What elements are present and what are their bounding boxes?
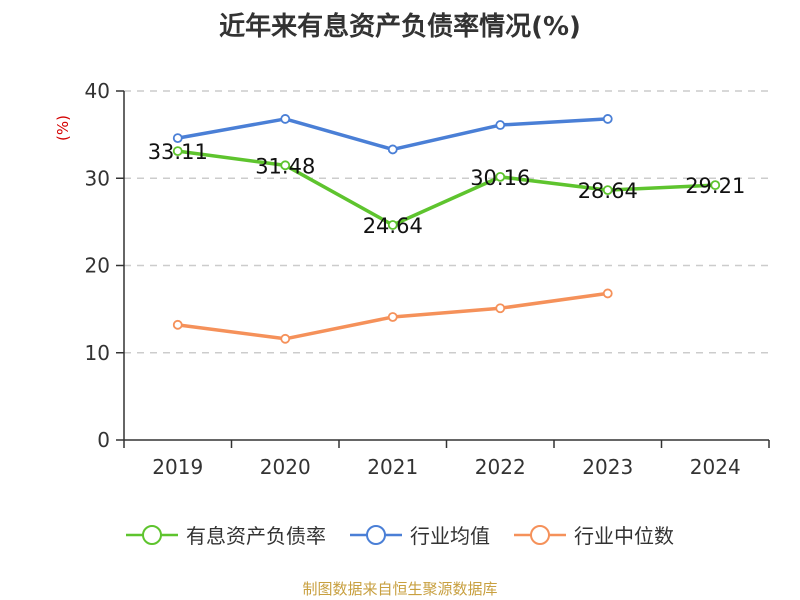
data-labels: 33.11 31.48 24.64 30.16 28.64 29.21	[148, 140, 746, 238]
data-point	[495, 171, 506, 182]
series-line-有息资产负债率	[177, 149, 716, 227]
grid-lines	[124, 90, 769, 354]
data-point	[602, 114, 613, 124]
data-point	[495, 120, 506, 130]
legend-item[interactable]: 有息资产负债率	[126, 520, 326, 549]
data-label: 24.64	[363, 214, 423, 238]
data-point	[172, 133, 183, 144]
y-tick-label-20: 20	[85, 254, 110, 278]
data-point	[495, 303, 506, 314]
data-label: 28.64	[578, 179, 638, 203]
legend-item[interactable]: 行业中位数	[514, 520, 674, 549]
data-point	[280, 114, 291, 124]
data-point	[387, 144, 398, 155]
data-point	[172, 319, 183, 330]
legend-swatch-marker	[142, 524, 162, 545]
x-tick-label-2020: 2020	[260, 455, 311, 479]
x-tick-label-2022: 2022	[475, 455, 526, 479]
data-point	[280, 160, 291, 171]
chart-title: 近年来有息资产负债率情况(%)	[219, 12, 581, 42]
data-point	[172, 146, 183, 157]
legend-swatch-icon	[514, 524, 566, 545]
data-point	[710, 180, 721, 191]
legend: 有息资产负债率 行业均值 行业中位数	[0, 520, 800, 549]
data-label: 33.11	[148, 140, 208, 164]
data-point	[280, 333, 291, 344]
y-tick-label-30: 30	[85, 166, 110, 190]
series-lines	[172, 114, 721, 344]
x-tick-label-2019: 2019	[152, 455, 203, 479]
data-point	[602, 185, 613, 196]
legend-swatch-icon	[126, 524, 178, 545]
data-point	[387, 312, 398, 322]
data-label: 29.21	[685, 174, 745, 198]
data-label: 30.16	[470, 166, 530, 190]
legend-label: 行业中位数	[574, 524, 674, 548]
x-tick-label-2023: 2023	[582, 455, 633, 479]
legend-swatch-marker	[366, 524, 386, 545]
y-tick-label-40: 40	[85, 79, 110, 103]
legend-label: 行业均值	[410, 524, 490, 548]
y-tick-label-10: 10	[85, 341, 110, 365]
axes: 0 10 20 30 40 2019 2020 2021 2022 2023 2024	[85, 79, 770, 479]
legend-swatch-marker	[530, 524, 550, 545]
legend-swatch-icon	[350, 524, 402, 545]
x-tick-label-2024: 2024	[690, 455, 741, 479]
legend-item[interactable]: 行业均值	[350, 520, 490, 549]
x-tick-label-2021: 2021	[367, 455, 418, 479]
data-point	[387, 220, 398, 230]
y-axis-unit-label: (%)	[54, 115, 72, 141]
data-point	[602, 288, 613, 299]
y-tick-label-0: 0	[97, 428, 110, 452]
legend-label: 有息资产负债率	[186, 524, 326, 548]
data-label: 31.48	[255, 154, 315, 178]
source-note: 制图数据来自恒生聚源数据库	[302, 580, 498, 598]
